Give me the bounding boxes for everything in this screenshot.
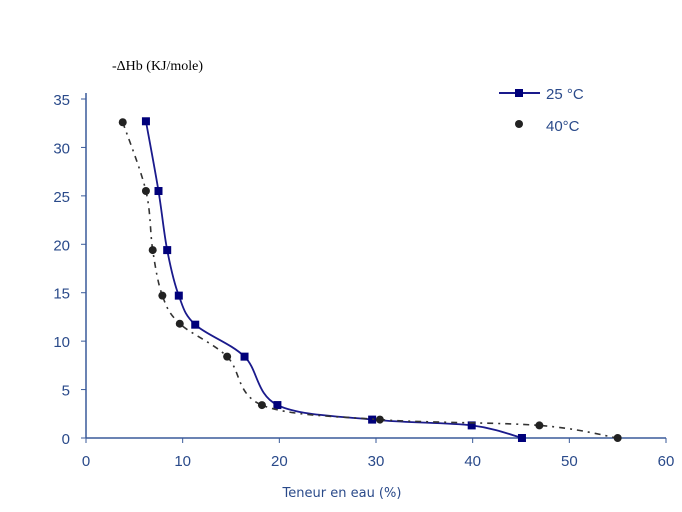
y-tick-label: 5: [62, 383, 70, 400]
y-axis-label: -ΔHb (KJ/mole): [112, 59, 203, 74]
y-tick-label: 10: [53, 334, 70, 351]
data-point-square: [273, 401, 282, 410]
x-tick-label: 0: [82, 453, 90, 470]
legend-square-marker: [515, 89, 523, 97]
y-tick-label: 15: [53, 286, 70, 303]
data-point-circle: [175, 319, 184, 328]
y-tick-label: 20: [53, 237, 70, 254]
data-point-circle: [148, 246, 157, 255]
legend-circle-marker: [515, 120, 523, 128]
data-point-square: [368, 415, 377, 424]
y-tick-label: 25: [53, 189, 70, 206]
legend-label-40c: 40°C: [546, 118, 580, 135]
data-point-circle: [141, 187, 150, 196]
x-tick-label: 30: [368, 453, 385, 470]
data-point-circle: [223, 352, 232, 361]
data-point-circle: [375, 415, 384, 424]
data-point-square: [191, 320, 200, 329]
data-point-square: [141, 117, 150, 126]
x-axis-label: Teneur en eau (%): [282, 486, 402, 501]
data-point-square: [174, 291, 183, 300]
series-line-0: [145, 121, 523, 439]
data-point-circle: [613, 434, 622, 442]
y-tick-label: 0: [62, 431, 70, 448]
data-point-square: [517, 434, 526, 442]
data-point-circle: [257, 401, 266, 410]
data-point-square: [240, 352, 249, 361]
y-tick-label: 35: [53, 92, 70, 109]
data-point-square: [154, 187, 163, 196]
axes: 0 10 20 30 40 50 60 0 5 10 15 20 25 30 35: [53, 92, 674, 470]
series-line-1: [121, 121, 618, 439]
data-point-circle: [535, 421, 544, 430]
x-tick-label: 60: [658, 453, 675, 470]
data-point-circle: [118, 118, 127, 127]
y-tick-label: 30: [53, 140, 70, 157]
series-group: [118, 117, 622, 442]
data-point-circle: [158, 291, 167, 300]
x-tick-label: 20: [271, 453, 288, 470]
legend: 25 °C 40°C: [499, 86, 584, 135]
x-tick-label: 50: [561, 453, 578, 470]
data-point-square: [163, 246, 172, 255]
legend-label-25c: 25 °C: [546, 86, 584, 103]
x-tick-label: 10: [174, 453, 191, 470]
x-tick-label: 40: [464, 453, 481, 470]
data-point-square: [467, 421, 476, 430]
